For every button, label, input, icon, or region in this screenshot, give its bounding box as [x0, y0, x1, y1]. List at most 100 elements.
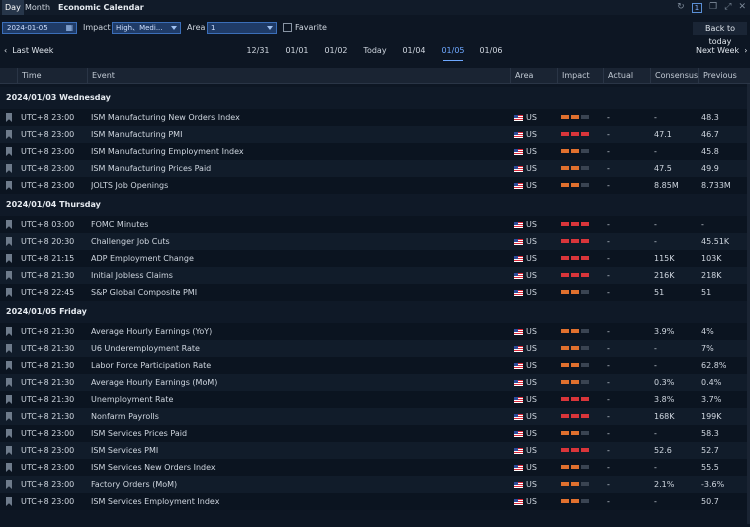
- bookmark-icon[interactable]: [6, 327, 12, 336]
- header-consensus[interactable]: Consensus: [650, 68, 698, 84]
- table-row[interactable]: UTC+8 03:00 FOMC Minutes US - - -: [0, 216, 750, 233]
- table-row[interactable]: UTC+8 21:30 Average Hourly Earnings (MoM)…: [0, 374, 750, 391]
- area-cell: US: [514, 284, 557, 301]
- previous-cell: 50.7: [701, 497, 719, 506]
- consensus-cell: -: [654, 220, 657, 229]
- table-row[interactable]: UTC+8 23:00 ISM Manufacturing Employment …: [0, 143, 750, 160]
- previous-cell: 62.8%: [701, 361, 727, 370]
- header-actual[interactable]: Actual: [603, 68, 650, 84]
- day-tab-active[interactable]: 01/05: [441, 46, 465, 55]
- table-row[interactable]: UTC+8 21:30 Nonfarm Payrolls US - 168K 199K: [0, 408, 750, 425]
- date-group-header: 2024/01/04 Thursday: [0, 194, 750, 216]
- us-flag-icon: [514, 363, 523, 369]
- expand-icon[interactable]: ⤢: [724, 2, 732, 12]
- bookmark-icon[interactable]: [6, 429, 12, 438]
- table-row[interactable]: UTC+8 23:00 ISM Services PMI US - 52.6 52.7: [0, 442, 750, 459]
- table-row[interactable]: UTC+8 21:30 Average Hourly Earnings (YoY)…: [0, 323, 750, 340]
- previous-cell: 45.51K: [701, 237, 730, 246]
- day-tab[interactable]: 01/06: [479, 46, 503, 55]
- impact-bar: [571, 397, 579, 401]
- bookmark-icon[interactable]: [6, 130, 12, 139]
- bookmark-icon[interactable]: [6, 378, 12, 387]
- impact-select[interactable]: High、Medi...: [112, 22, 181, 34]
- table-row[interactable]: UTC+8 22:45 S&P Global Composite PMI US - 51…: [0, 284, 750, 301]
- bookmark-icon[interactable]: [6, 446, 12, 455]
- time-cell: UTC+8 23:00: [21, 463, 75, 472]
- bookmark-icon[interactable]: [6, 480, 12, 489]
- header-event[interactable]: Event: [87, 68, 510, 84]
- area-cell: US: [514, 233, 557, 250]
- day-tab[interactable]: 12/31: [246, 46, 270, 55]
- date-picker[interactable]: 2024-01-05 ▦: [2, 22, 77, 34]
- bookmark-icon[interactable]: [6, 412, 12, 421]
- bookmark-icon[interactable]: [6, 147, 12, 156]
- next-week-button[interactable]: Next Week ›: [696, 46, 747, 56]
- time-cell: UTC+8 21:30: [21, 395, 75, 404]
- table-row[interactable]: UTC+8 21:30 U6 Underemployment Rate US - - 7%: [0, 340, 750, 357]
- table-row[interactable]: UTC+8 23:00 ISM Manufacturing New Orders …: [0, 109, 750, 126]
- header-previous[interactable]: Previous: [698, 68, 750, 84]
- back-to-today-button[interactable]: Back to today: [693, 22, 747, 46]
- bookmark-icon[interactable]: [6, 254, 12, 263]
- previous-cell: 199K: [701, 412, 722, 421]
- event-cell: Factory Orders (MoM): [91, 480, 178, 489]
- table-row[interactable]: UTC+8 23:00 ISM Services Prices Paid US - - 5…: [0, 425, 750, 442]
- day-tab[interactable]: Today: [363, 46, 387, 55]
- bookmark-icon[interactable]: [6, 220, 12, 229]
- table-row[interactable]: UTC+8 21:30 Unemployment Rate US - 3.8% 3.7%: [0, 391, 750, 408]
- last-week-button[interactable]: ‹ Last Week: [4, 46, 53, 56]
- table-row[interactable]: UTC+8 21:30 Labor Force Participation Rat…: [0, 357, 750, 374]
- actual-cell: -: [607, 327, 610, 336]
- bookmark-icon[interactable]: [6, 395, 12, 404]
- consensus-cell: 47.5: [654, 164, 672, 173]
- table-row[interactable]: UTC+8 21:15 ADP Employment Change US - 115K 1…: [0, 250, 750, 267]
- bookmark-icon[interactable]: [6, 271, 12, 280]
- impact-bar: [581, 482, 589, 486]
- area-select[interactable]: 1: [207, 22, 277, 34]
- close-icon[interactable]: ✕: [738, 2, 746, 12]
- scrollbar[interactable]: [747, 84, 750, 524]
- day-tab[interactable]: 01/01: [285, 46, 309, 55]
- table-row[interactable]: UTC+8 23:00 ISM Manufacturing Prices Paid…: [0, 160, 750, 177]
- previous-cell: 48.3: [701, 113, 719, 122]
- table-row[interactable]: UTC+8 21:30 Initial Jobless Claims US - 216K…: [0, 267, 750, 284]
- impact-bar: [561, 290, 569, 294]
- tab-month[interactable]: Month: [25, 3, 51, 12]
- consensus-cell: 115K: [654, 254, 675, 263]
- time-cell: UTC+8 21:30: [21, 378, 75, 387]
- impact-bar: [561, 239, 569, 243]
- bookmark-icon[interactable]: [6, 237, 12, 246]
- table-row[interactable]: UTC+8 23:00 ISM Manufacturing PMI US - 47.1 4…: [0, 126, 750, 143]
- header-impact[interactable]: Impact: [557, 68, 603, 84]
- previous-cell: 4%: [701, 327, 714, 336]
- area-label: Area: [187, 23, 206, 32]
- impact-bar: [581, 329, 589, 333]
- calendar-icon[interactable]: ▦: [65, 23, 73, 32]
- day-tab[interactable]: 01/04: [402, 46, 426, 55]
- area-cell: US: [514, 340, 557, 357]
- tab-day[interactable]: Day: [2, 0, 24, 15]
- bookmark-icon[interactable]: [6, 497, 12, 506]
- table-row[interactable]: UTC+8 23:00 JOLTS Job Openings US - 8.85M 8.7…: [0, 177, 750, 194]
- bookmark-icon[interactable]: [6, 113, 12, 122]
- bookmark-icon[interactable]: [6, 164, 12, 173]
- bookmark-icon[interactable]: [6, 361, 12, 370]
- bookmark-icon[interactable]: [6, 463, 12, 472]
- day-tab[interactable]: 01/02: [324, 46, 348, 55]
- favorite-checkbox[interactable]: [283, 23, 292, 32]
- header-time[interactable]: Time: [17, 68, 87, 84]
- table-row[interactable]: UTC+8 20:30 Challenger Job Cuts US - - 45.51K: [0, 233, 750, 250]
- bookmark-icon[interactable]: [6, 181, 12, 190]
- consensus-cell: 3.8%: [654, 395, 675, 404]
- header-area[interactable]: Area: [510, 68, 557, 84]
- table-row[interactable]: UTC+8 23:00 ISM Services New Orders Index…: [0, 459, 750, 476]
- bookmark-icon[interactable]: [6, 344, 12, 353]
- copy-icon[interactable]: ❐: [709, 2, 718, 12]
- refresh-icon[interactable]: ↻: [677, 2, 685, 12]
- table-row[interactable]: UTC+8 23:00 Factory Orders (MoM) US - 2.1% -3…: [0, 476, 750, 493]
- page-badge[interactable]: 1: [691, 2, 703, 13]
- bookmark-icon[interactable]: [6, 288, 12, 297]
- time-cell: UTC+8 23:00: [21, 480, 75, 489]
- us-flag-icon: [514, 149, 523, 155]
- table-row[interactable]: UTC+8 23:00 ISM Services Employment Index…: [0, 493, 750, 510]
